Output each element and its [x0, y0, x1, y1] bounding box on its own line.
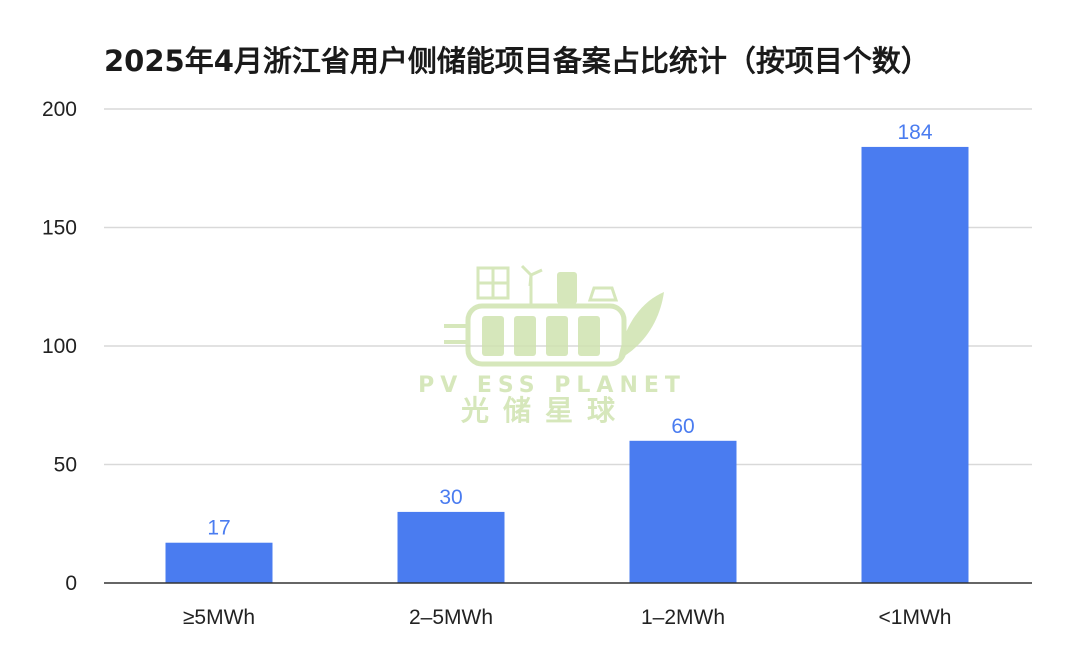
chart-title: 2025年4月浙江省用户侧储能项目备案占比统计（按项目个数） [104, 44, 930, 78]
y-tick-label: 0 [65, 572, 77, 595]
data-label: 30 [439, 486, 462, 509]
bar [629, 440, 737, 583]
watermark-brand-cn: 光储星球 [460, 394, 629, 427]
x-tick-label: 2–5MWh [409, 606, 493, 629]
watermark-logo: PV ESS PLANET 光储星球 [418, 264, 686, 427]
y-tick-label: 50 [54, 454, 77, 477]
x-tick-label: ≥5MWh [183, 606, 255, 629]
data-label: 60 [671, 415, 694, 438]
bar [397, 511, 505, 583]
bar [165, 542, 273, 583]
data-label: 184 [897, 121, 932, 144]
data-label: 17 [207, 517, 230, 540]
y-tick-label: 200 [42, 98, 77, 121]
axes: 0 50 100 150 200 ≥5MWh 2–5MWh 1–2MWh <1MWh [42, 98, 1032, 629]
bar [861, 146, 969, 584]
x-tick-label: 1–2MWh [641, 606, 725, 629]
x-tick-label: <1MWh [879, 606, 952, 629]
y-tick-label: 150 [42, 217, 77, 240]
bars: 17 30 60 184 [165, 121, 969, 584]
y-tick-label: 100 [42, 335, 77, 358]
watermark-brand: PV ESS PLANET [418, 373, 686, 398]
